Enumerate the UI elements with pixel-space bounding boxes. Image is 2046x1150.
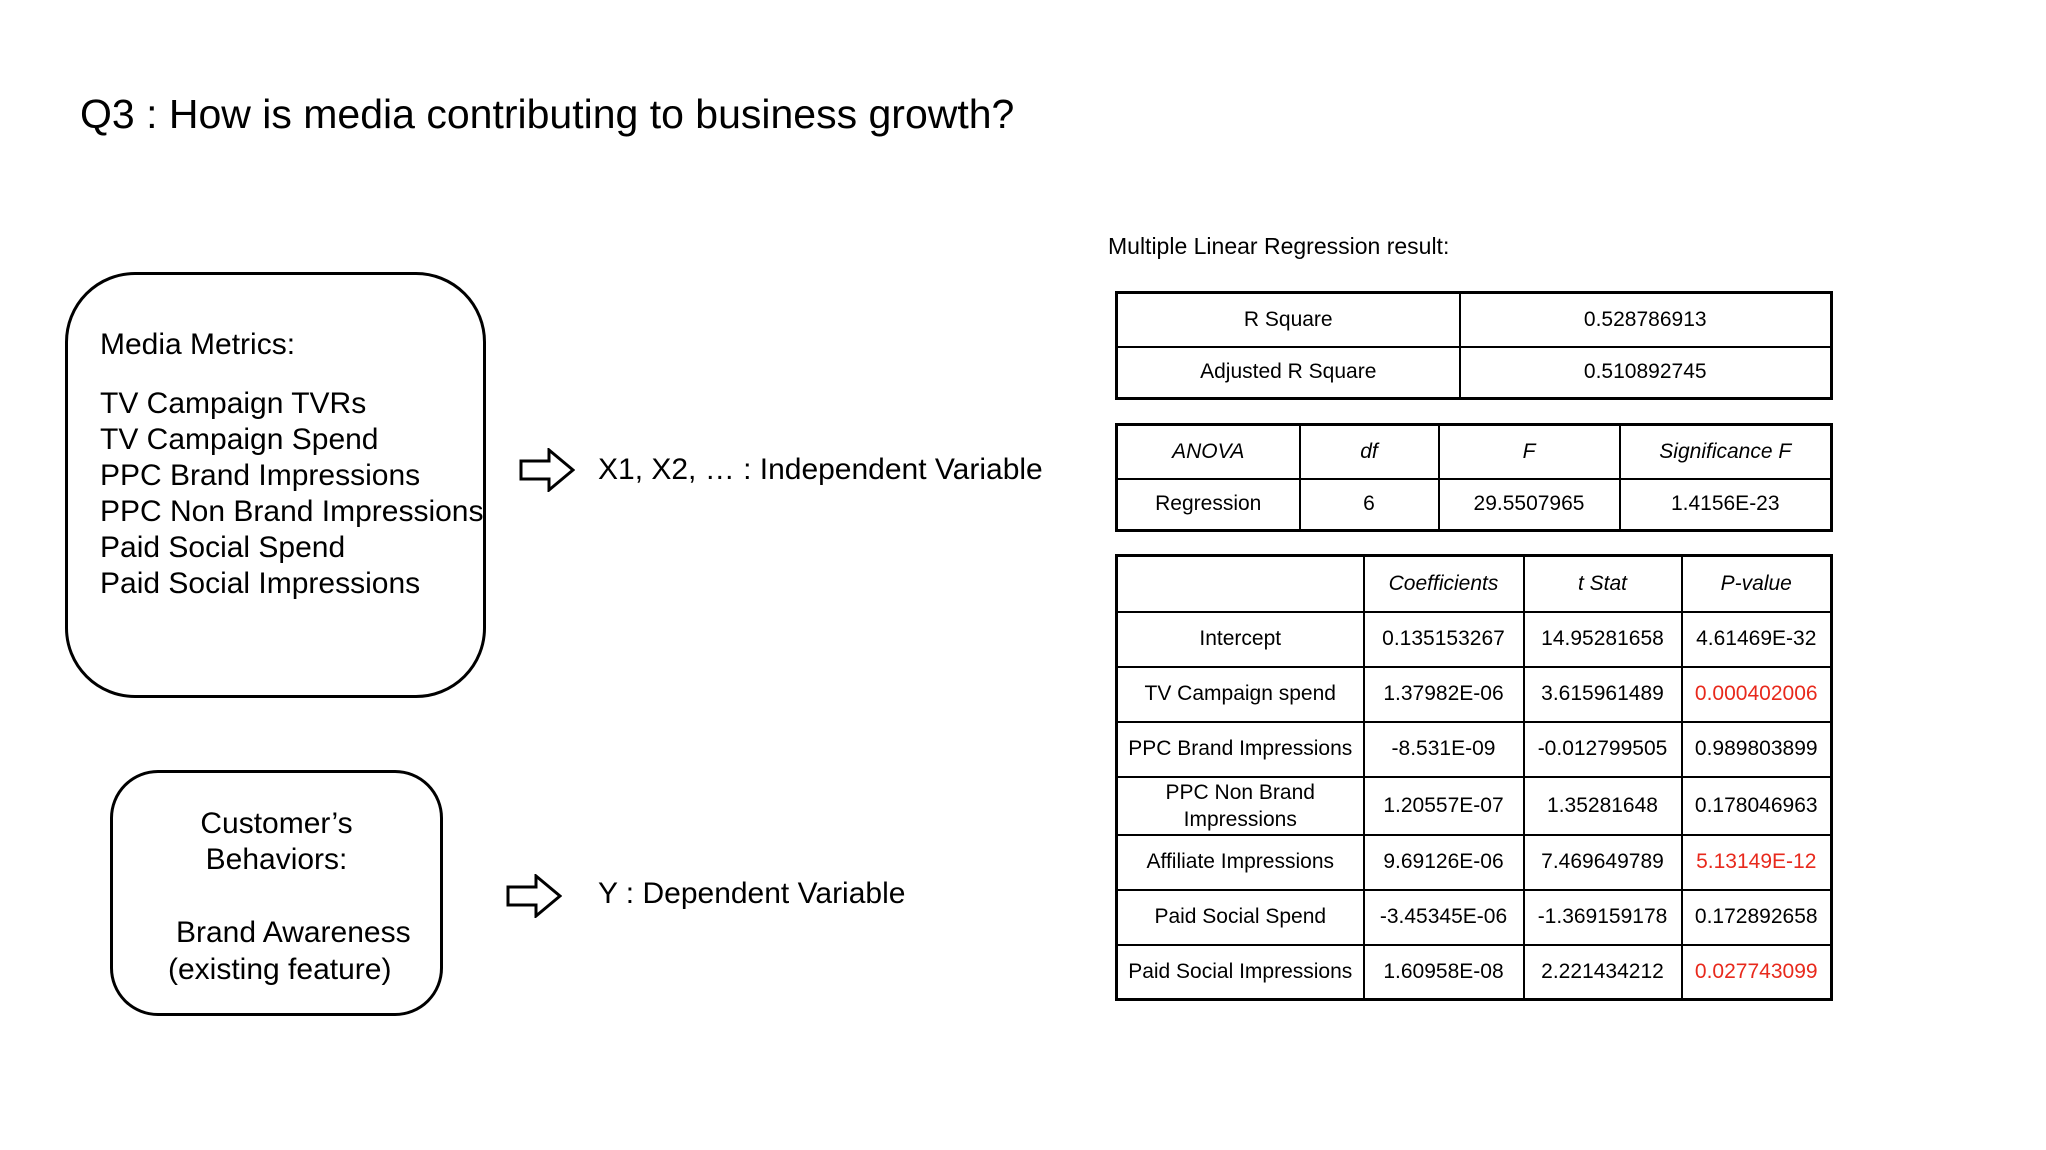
table-cell: TV Campaign spend — [1115, 665, 1365, 723]
right-arrow-icon — [506, 874, 562, 918]
table-cell: 1.4156E-23 — [1618, 477, 1833, 532]
media-metrics-heading: Media Metrics: — [100, 328, 296, 361]
table-header-cell: F — [1437, 423, 1621, 480]
table-cell: Paid Social Impressions — [1115, 943, 1365, 1001]
page-title: Q3 : How is media contributing to busine… — [80, 91, 1015, 137]
list-item: Paid Social Spend — [100, 531, 346, 564]
table-row: Regression 6 29.5507965 1.4156E-23 — [1115, 477, 1833, 532]
significant-p-value-cell: 0.027743099 — [1680, 943, 1833, 1001]
table-row: Paid Social Spend -3.45345E-06 -1.369159… — [1115, 888, 1833, 946]
table-cell: Adjusted R Square — [1115, 345, 1461, 400]
list-item: PPC Brand Impressions — [100, 459, 421, 492]
cell-text-line: Impressions — [1183, 807, 1297, 831]
significant-p-value-cell: 5.13149E-12 — [1680, 833, 1833, 891]
table-cell: 1.60958E-08 — [1362, 943, 1525, 1001]
table-row: R Square 0.528786913 — [1115, 291, 1833, 348]
table-header-row: Coefficients t Stat P-value — [1115, 554, 1833, 613]
table-header-cell: Coefficients — [1362, 554, 1525, 613]
cell-text-line: PPC Non Brand — [1165, 780, 1315, 804]
table-header-cell — [1115, 554, 1365, 613]
table-header-cell: t Stat — [1522, 554, 1683, 613]
table-cell: -1.369159178 — [1522, 888, 1683, 946]
table-header-cell: ANOVA — [1115, 423, 1301, 480]
table-header-cell: P-value — [1680, 554, 1833, 613]
table-cell: -8.531E-09 — [1362, 720, 1525, 778]
list-item: TV Campaign Spend — [100, 423, 379, 456]
table-cell: Intercept — [1115, 610, 1365, 668]
table-cell: 0.989803899 — [1680, 720, 1833, 778]
regression-summary-table: R Square 0.528786913 Adjusted R Square 0… — [1115, 291, 1833, 400]
table-cell: 0.510892745 — [1458, 345, 1833, 400]
customer-behaviors-heading-line2: Behaviors: — [205, 843, 348, 876]
table-row: TV Campaign spend 1.37982E-06 3.61596148… — [1115, 665, 1833, 723]
table-cell: 4.61469E-32 — [1680, 610, 1833, 668]
list-item: Paid Social Impressions — [100, 567, 421, 600]
table-cell: 2.221434212 — [1522, 943, 1683, 1001]
table-cell: 14.95281658 — [1522, 610, 1683, 668]
table-cell: PPC Non Brand Impressions — [1115, 775, 1365, 836]
table-cell: 1.37982E-06 — [1362, 665, 1525, 723]
table-row: Adjusted R Square 0.510892745 — [1115, 345, 1833, 400]
customer-behaviors-box — [110, 770, 443, 1016]
regression-title: Multiple Linear Regression result: — [1108, 233, 1450, 259]
table-cell: Paid Social Spend — [1115, 888, 1365, 946]
table-header-cell: Significance F — [1618, 423, 1833, 480]
significant-p-value-cell: 0.000402006 — [1680, 665, 1833, 723]
independent-variable-label: X1, X2, … : Independent Variable — [598, 453, 1043, 486]
table-cell: 0.178046963 — [1680, 775, 1833, 836]
dependent-variable-label: Y : Dependent Variable — [598, 877, 906, 910]
table-cell: R Square — [1115, 291, 1461, 348]
table-row: Paid Social Impressions 1.60958E-08 2.22… — [1115, 943, 1833, 1001]
customer-behaviors-feature: Brand Awareness — [176, 916, 411, 949]
table-cell: 3.615961489 — [1522, 665, 1683, 723]
table-cell: 1.35281648 — [1522, 775, 1683, 836]
table-cell: 1.20557E-07 — [1362, 775, 1525, 836]
table-cell: -0.012799505 — [1522, 720, 1683, 778]
table-cell: 0.172892658 — [1680, 888, 1833, 946]
media-metrics-box — [65, 272, 486, 698]
media-metrics-list: TV Campaign TVRs TV Campaign Spend PPC B… — [100, 386, 484, 602]
coefficients-table: Coefficients t Stat P-value Intercept 0.… — [1115, 554, 1833, 1001]
right-arrow-icon — [519, 448, 575, 492]
anova-table: ANOVA df F Significance F Regression 6 2… — [1115, 423, 1833, 532]
table-cell: PPC Brand Impressions — [1115, 720, 1365, 778]
table-cell: 0.135153267 — [1362, 610, 1525, 668]
table-cell: 6 — [1298, 477, 1440, 532]
table-row: Affiliate Impressions 9.69126E-06 7.4696… — [1115, 833, 1833, 891]
table-cell: Affiliate Impressions — [1115, 833, 1365, 891]
table-cell: 9.69126E-06 — [1362, 833, 1525, 891]
customer-behaviors-feature-note: (existing feature) — [168, 953, 392, 986]
customer-behaviors-heading-line1: Customer’s — [200, 807, 353, 840]
table-cell: 0.528786913 — [1458, 291, 1833, 348]
table-row: PPC Brand Impressions -8.531E-09 -0.0127… — [1115, 720, 1833, 778]
table-cell: 29.5507965 — [1437, 477, 1621, 532]
table-header-row: ANOVA df F Significance F — [1115, 423, 1833, 480]
list-item: PPC Non Brand Impressions — [100, 495, 484, 528]
table-row: Intercept 0.135153267 14.95281658 4.6146… — [1115, 610, 1833, 668]
table-row: PPC Non Brand Impressions 1.20557E-07 1.… — [1115, 775, 1833, 836]
table-cell: 7.469649789 — [1522, 833, 1683, 891]
table-header-cell: df — [1298, 423, 1440, 480]
table-cell: Regression — [1115, 477, 1301, 532]
list-item: TV Campaign TVRs — [100, 387, 367, 420]
table-cell: -3.45345E-06 — [1362, 888, 1525, 946]
